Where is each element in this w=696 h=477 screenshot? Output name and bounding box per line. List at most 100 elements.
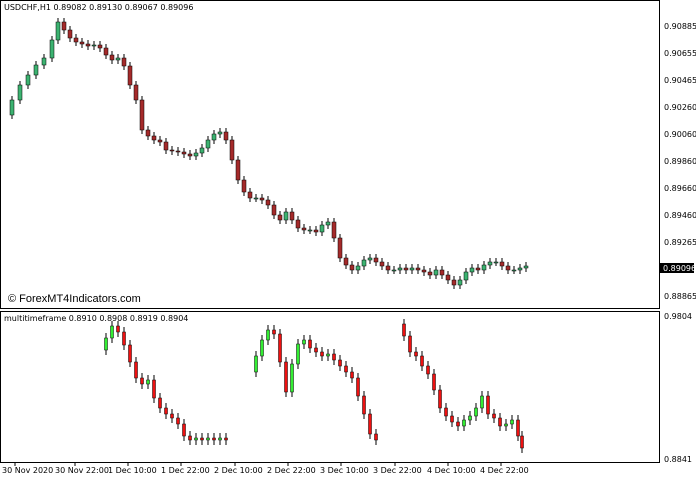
price-candle xyxy=(33,61,39,79)
indicator-axis-bottom: 0.8841 xyxy=(664,455,692,464)
price-candle xyxy=(181,148,187,158)
price-candle xyxy=(421,266,427,276)
indicator-bar xyxy=(110,321,114,343)
price-candle xyxy=(41,54,47,69)
time-tick: 4 Dec 22:00 xyxy=(480,466,529,475)
price-candle xyxy=(373,254,379,266)
price-candle xyxy=(55,18,61,44)
price-candle xyxy=(49,36,55,62)
indicator-bar xyxy=(272,325,276,339)
indicator-bar xyxy=(314,343,318,357)
price-candle xyxy=(235,156,241,184)
price-candle xyxy=(475,264,481,274)
price-candle xyxy=(451,276,457,289)
indicator-bar xyxy=(480,391,484,413)
price-candle xyxy=(517,264,523,274)
price-candle xyxy=(187,150,193,160)
price-tick: 0.90465 xyxy=(664,76,696,85)
price-candle xyxy=(103,44,109,59)
price-candle xyxy=(175,147,181,156)
price-candle xyxy=(499,258,505,270)
price-candle xyxy=(9,96,15,119)
price-candle xyxy=(439,266,445,279)
indicator-bar xyxy=(134,357,138,383)
price-candle xyxy=(259,194,265,204)
indicator-bar xyxy=(438,385,442,413)
indicator-bar xyxy=(152,375,156,403)
current-price-label: 0.89096 xyxy=(663,264,696,273)
price-candle xyxy=(91,41,97,50)
price-candle xyxy=(241,176,247,196)
price-candle xyxy=(73,34,79,46)
indicator-bar xyxy=(320,347,324,361)
price-candle xyxy=(163,138,169,154)
indicator-bar xyxy=(426,361,430,379)
price-candle xyxy=(211,130,217,144)
price-candle xyxy=(391,266,397,274)
indicator-bar xyxy=(432,369,436,395)
time-tick: 2 Dec 22:00 xyxy=(267,466,316,475)
price-tick: 0.89460 xyxy=(664,211,696,220)
price-candle xyxy=(469,264,475,276)
main-candles xyxy=(9,18,529,289)
price-candle xyxy=(295,216,301,232)
indicator-bar xyxy=(140,373,144,389)
price-candle xyxy=(17,81,23,104)
price-candle xyxy=(325,218,331,229)
indicator-bar xyxy=(296,339,300,369)
time-tick: 4 Dec 10:00 xyxy=(427,466,476,475)
indicator-bar xyxy=(176,413,180,429)
indicator-bar xyxy=(350,367,354,383)
indicator-bar xyxy=(224,433,228,445)
price-candle xyxy=(277,211,283,224)
indicator-bar xyxy=(456,417,460,431)
indicator-bar xyxy=(158,393,162,413)
price-candle xyxy=(343,254,349,269)
price-candle xyxy=(313,226,319,236)
indicator-bar xyxy=(338,355,342,371)
indicator-bar xyxy=(188,431,192,445)
indicator-bar xyxy=(218,433,222,445)
price-candle xyxy=(505,262,511,274)
indicator-bar xyxy=(212,433,216,445)
price-tick: 0.90885 xyxy=(664,22,696,31)
price-candle xyxy=(301,224,307,234)
indicator-bar xyxy=(146,375,150,389)
price-candle xyxy=(283,208,289,224)
indicator-bar xyxy=(302,335,306,349)
indicator-bar xyxy=(194,433,198,445)
indicator-bar xyxy=(408,331,412,357)
price-candle xyxy=(289,208,295,224)
indicator-bar xyxy=(362,391,366,419)
price-candle xyxy=(433,266,439,279)
price-candle xyxy=(319,221,325,236)
indicator-frame xyxy=(0,311,660,463)
price-candle xyxy=(61,18,67,34)
indicator-bar xyxy=(374,429,378,445)
current-price-tag: 0.89096 xyxy=(660,263,696,273)
price-candle xyxy=(217,128,223,138)
indicator-bar xyxy=(260,335,264,361)
price-candle xyxy=(193,149,199,160)
price-candle xyxy=(79,38,85,48)
indicator-bar xyxy=(356,373,360,401)
price-candle xyxy=(67,26,73,42)
time-tick: 3 Dec 10:00 xyxy=(320,466,369,475)
time-tick: 3 Dec 22:00 xyxy=(373,466,422,475)
price-candle xyxy=(265,196,271,209)
price-axis: 0.90885 0.90655 0.90465 0.90260 0.90060 … xyxy=(664,22,696,301)
indicator-bar xyxy=(278,329,282,367)
price-candle xyxy=(109,51,115,64)
indicator-bar xyxy=(116,321,120,337)
indicator-bar xyxy=(462,415,466,431)
price-candle xyxy=(415,264,421,274)
price-candle xyxy=(331,218,337,242)
price-candle xyxy=(229,136,235,164)
indicator-bar xyxy=(492,409,496,423)
price-candle xyxy=(457,276,463,289)
indicator-bar xyxy=(498,413,502,431)
main-chart-frame xyxy=(0,0,660,309)
price-candle xyxy=(523,262,529,272)
